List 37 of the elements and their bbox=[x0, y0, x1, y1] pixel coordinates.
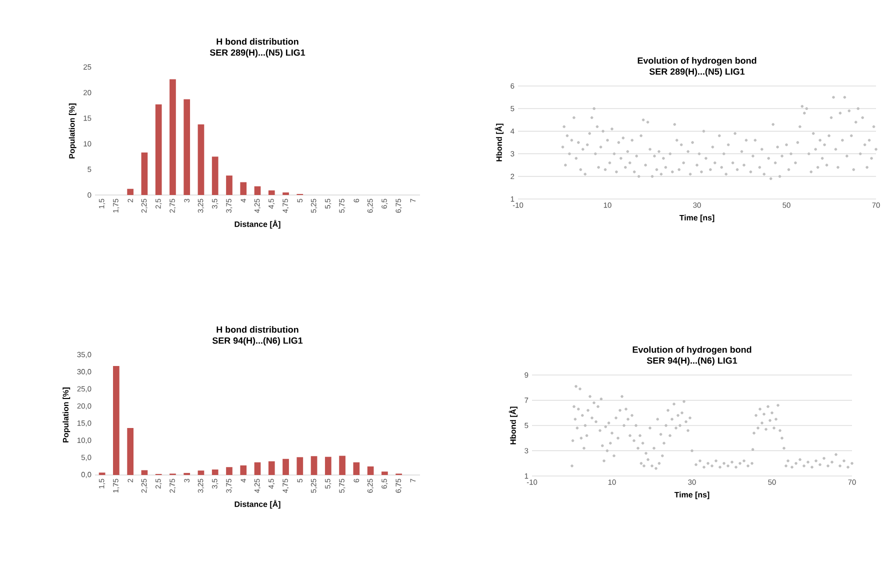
bar bbox=[282, 192, 289, 195]
bar bbox=[381, 472, 388, 475]
chart-title: Evolution of hydrogen bond bbox=[632, 346, 752, 355]
bar bbox=[141, 152, 148, 195]
bar bbox=[282, 458, 289, 475]
bar bbox=[198, 470, 204, 475]
bar bbox=[240, 182, 247, 195]
chart-title: H bond distribution bbox=[216, 326, 298, 333]
bar bbox=[184, 99, 190, 195]
bar bbox=[240, 465, 247, 475]
bar bbox=[226, 467, 232, 475]
bar bbox=[141, 470, 148, 475]
bar bbox=[339, 456, 346, 475]
bar bbox=[324, 456, 332, 475]
bar bbox=[310, 456, 318, 475]
bar bbox=[226, 176, 232, 195]
bar bbox=[353, 462, 360, 475]
bar bbox=[212, 470, 218, 475]
bar bbox=[155, 104, 162, 195]
bar bbox=[212, 156, 218, 195]
chart-subtitle: SER 94(H)...(N6) LIG1 bbox=[212, 337, 303, 346]
bar bbox=[268, 190, 275, 195]
bar bbox=[198, 124, 204, 195]
chart-subtitle: SER 94(H)...(N6) LIG1 bbox=[646, 357, 738, 366]
bar bbox=[254, 462, 261, 475]
bar bbox=[127, 188, 134, 195]
chart-title: H bond distribution bbox=[216, 38, 298, 45]
chart-title: Evolution of hydrogen bond bbox=[638, 57, 756, 66]
bar bbox=[127, 428, 134, 475]
chart-subtitle: SER 289(H)...(N5) LIG1 bbox=[210, 49, 306, 58]
bar bbox=[296, 457, 304, 475]
bar bbox=[367, 466, 374, 475]
chart-subtitle: SER 289(H)...(N5) LIG1 bbox=[649, 68, 745, 76]
bar bbox=[268, 461, 275, 475]
bar bbox=[254, 186, 261, 195]
bar bbox=[170, 79, 176, 195]
bar bbox=[113, 366, 120, 475]
